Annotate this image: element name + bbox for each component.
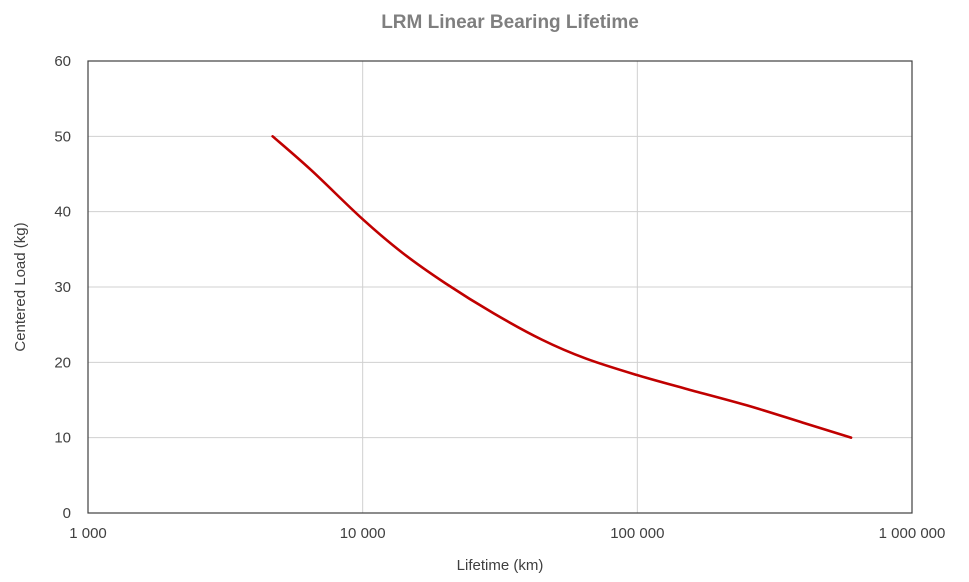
x-tick-label: 1 000 xyxy=(69,525,107,542)
x-tick-labels: 1 000 10 000 100 000 1 000 000 xyxy=(69,525,945,542)
series-layer xyxy=(271,135,853,439)
y-tick-label: 40 xyxy=(54,204,71,221)
y-tick-label: 20 xyxy=(54,354,71,371)
x-axis-label: Lifetime (km) xyxy=(457,557,544,574)
y-tick-label: 30 xyxy=(54,279,71,296)
y-tick-labels: 0 10 20 30 40 50 60 xyxy=(54,53,71,522)
y-tick-label: 50 xyxy=(54,128,71,145)
grid-lines xyxy=(87,60,913,514)
y-tick-label: 10 xyxy=(54,430,71,447)
x-tick-label: 10 000 xyxy=(340,525,386,542)
x-tick-label: 1 000 000 xyxy=(879,525,946,542)
y-tick-label: 0 xyxy=(63,505,71,522)
plot-frame xyxy=(87,60,913,514)
y-tick-label: 60 xyxy=(54,53,71,70)
series-line xyxy=(271,135,853,439)
chart-title: LRM Linear Bearing Lifetime xyxy=(381,12,639,33)
x-tick-label: 100 000 xyxy=(610,525,664,542)
y-axis-label: Centered Load (kg) xyxy=(12,222,29,351)
